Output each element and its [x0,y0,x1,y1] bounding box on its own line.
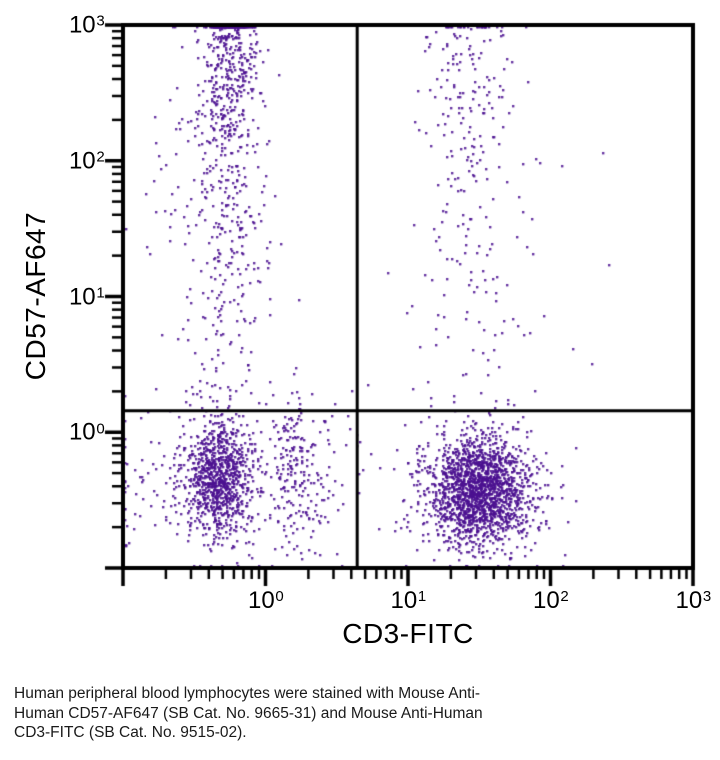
x-tick-label: 101 [390,587,427,614]
y-tick-label: 100 [68,418,105,446]
caption-line: CD3-FITC (SB Cat. No. 9515-02). [14,724,247,742]
x-tick-label: 103 [675,587,712,614]
y-tick-label: 103 [68,11,105,39]
caption-line: Human CD57-AF647 (SB Cat. No. 9665-31) a… [14,704,483,722]
x-axis-title: CD3-FITC [342,618,474,649]
x-tick-label: 102 [532,587,569,614]
y-tick-label: 102 [68,147,105,175]
y-tick-label: 101 [68,283,105,310]
figure-caption: Human peripheral blood lymphocytes were … [14,684,483,743]
caption-line: Human peripheral blood lymphocytes were … [14,685,481,702]
scatter-plot-canvas [0,0,720,660]
x-tick-label: 100 [247,587,284,614]
